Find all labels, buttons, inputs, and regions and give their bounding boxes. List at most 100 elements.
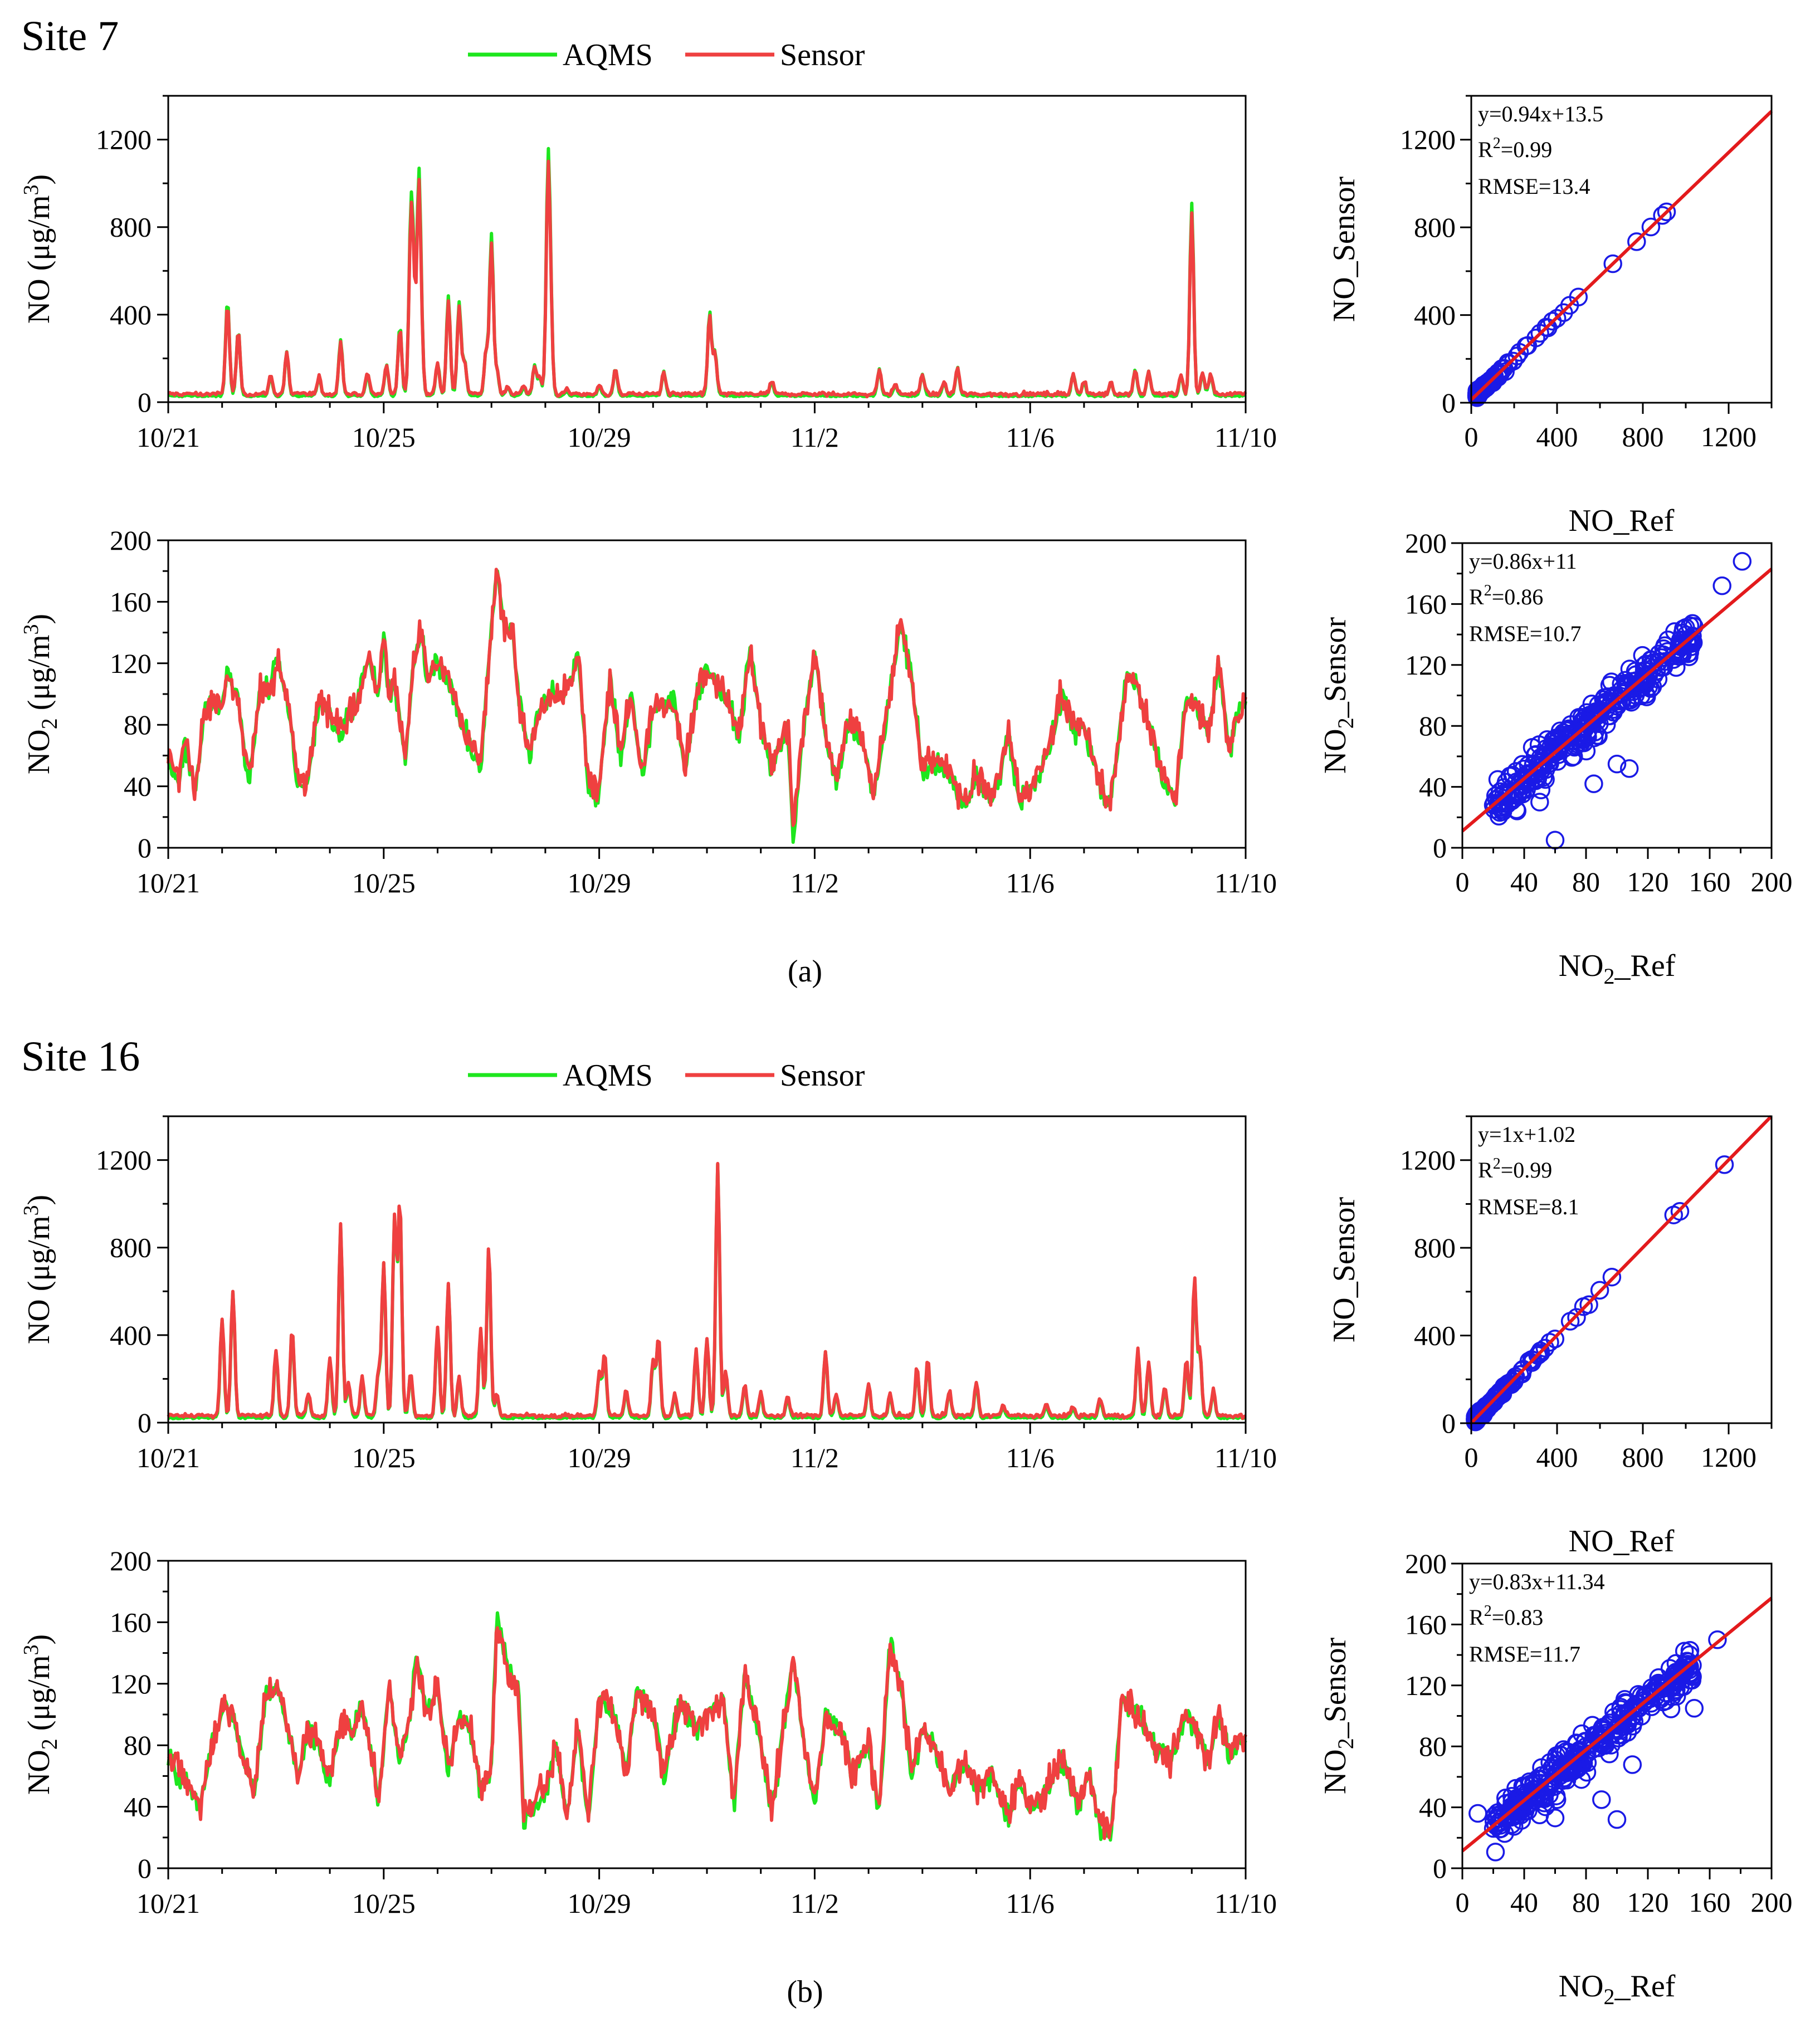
- no2-scatter-point: [1529, 735, 1549, 754]
- no-timeseries-ylabel: NO (μg/m3): [19, 1195, 56, 1344]
- no2-scatter-ytick-label: 120: [1405, 1670, 1447, 1701]
- no2-timeseries-ytick-label: 40: [124, 771, 152, 802]
- no2-timeseries-ytick-label: 0: [138, 832, 152, 863]
- no2-scatter-ytick-label: 0: [1433, 1853, 1447, 1884]
- no2-timeseries-ytick-label: 40: [124, 1791, 152, 1823]
- no-scatter-point: [1510, 1365, 1529, 1384]
- no-timeseries-ytick-label: 1200: [96, 1145, 152, 1176]
- no-scatter-point: [1569, 287, 1588, 307]
- no2-timeseries-xtick-label: 11/10: [1214, 867, 1277, 898]
- no2-scatter-ytick-label: 0: [1433, 832, 1447, 863]
- no-scatter-point: [1484, 1389, 1504, 1408]
- no2-scatter-point: [1504, 1817, 1524, 1836]
- no2-timeseries-xtick-label: 10/21: [136, 867, 200, 898]
- no2-scatter-xtick-label: 0: [1456, 1887, 1470, 1918]
- no2-scatter-point: [1580, 714, 1599, 734]
- no2-scatter-point: [1523, 1788, 1542, 1808]
- no2-scatter-xtick-label: 80: [1572, 866, 1600, 897]
- no2-timeseries-xtick-label: 11/10: [1214, 1888, 1277, 1919]
- no-timeseries-sensor-line: [167, 1161, 1246, 1420]
- no2-scatter-point: [1495, 1824, 1514, 1843]
- no2-scatter-point: [1538, 752, 1557, 771]
- no2-scatter-point: [1609, 691, 1628, 711]
- no-scatter-ytick-label: 400: [1414, 300, 1456, 331]
- no-scatter-point: [1545, 1330, 1565, 1349]
- no-scatter-point: [1518, 336, 1538, 355]
- no2-timeseries-xtick-label: 11/6: [1006, 1888, 1055, 1919]
- no2-scatter-point: [1604, 1702, 1623, 1722]
- no2-scatter-point: [1511, 1805, 1530, 1825]
- no-scatter-point: [1485, 368, 1504, 388]
- no-scatter-ytick-label: 0: [1442, 1408, 1456, 1439]
- no2-scatter-r2: R2=0.86: [1469, 582, 1543, 609]
- no2-scatter-point: [1626, 662, 1645, 681]
- no-scatter-xtick-label: 800: [1622, 421, 1664, 452]
- no2-scatter-point: [1712, 576, 1731, 595]
- no-scatter-point: [1490, 1384, 1509, 1404]
- no-timeseries-ytick-label: 1200: [96, 124, 152, 155]
- no-scatter-ytick-label: 1200: [1400, 124, 1456, 155]
- no2-scatter-rmse: RMSE=11.7: [1469, 1642, 1580, 1667]
- no-timeseries-xtick-label: 10/21: [136, 422, 200, 453]
- no2-scatter-point: [1642, 651, 1661, 670]
- no2-scatter-point: [1544, 1756, 1563, 1775]
- no2-scatter-point: [1679, 1655, 1697, 1674]
- no2-timeseries-xtick-label: 10/25: [352, 867, 416, 898]
- no-timeseries-xtick-label: 11/10: [1214, 1442, 1277, 1473]
- no-scatter-ytick-label: 0: [1442, 387, 1456, 418]
- legend: AQMS Sensor: [468, 38, 865, 72]
- no2-timeseries-ytick-label: 80: [124, 709, 152, 740]
- sub-label: (b): [787, 1975, 823, 2009]
- no2-scatter-point: [1584, 728, 1604, 748]
- no-scatter-r2: R2=0.99: [1478, 1155, 1552, 1183]
- no2-scatter-ytick-label: 80: [1419, 1731, 1447, 1762]
- no2-scatter-point: [1485, 794, 1504, 813]
- no2-scatter-point: [1550, 721, 1570, 740]
- no-scatter-r2: R2=0.99: [1478, 135, 1552, 162]
- no2-timeseries-sensor-line: [167, 1626, 1247, 1840]
- no-scatter-rmse: RMSE=8.1: [1478, 1194, 1579, 1219]
- no2-scatter-point: [1592, 1790, 1611, 1809]
- no-timeseries-ytick-label: 400: [110, 1320, 152, 1351]
- no-scatter-ytick-label: 400: [1414, 1320, 1456, 1351]
- no2-scatter-ytick-label: 200: [1405, 1548, 1447, 1579]
- no2-scatter-ytick-label: 160: [1405, 588, 1447, 619]
- no-scatter-xtick-label: 0: [1465, 421, 1479, 452]
- no2-scatter-point: [1488, 770, 1507, 789]
- no-scatter-point: [1579, 1295, 1598, 1314]
- no2-scatter-point: [1600, 1745, 1619, 1764]
- no-scatter-point: [1590, 1281, 1609, 1300]
- no-scatter-ylabel: NO_Sensor: [1327, 1196, 1362, 1342]
- no2-timeseries-ytick-label: 200: [110, 525, 152, 556]
- no2-scatter-point: [1484, 1811, 1504, 1831]
- no2-scatter-point: [1636, 1687, 1656, 1706]
- no2-scatter-point: [1524, 1782, 1543, 1801]
- no2-scatter-point: [1530, 793, 1549, 812]
- no2-scatter-point: [1619, 759, 1639, 778]
- no-scatter-point: [1602, 1267, 1622, 1287]
- no-scatter-equation: y=0.94x+13.5: [1478, 101, 1603, 126]
- no2-scatter-point: [1525, 1784, 1545, 1803]
- no2-scatter-point: [1623, 1698, 1643, 1717]
- no-scatter-ytick-label: 800: [1414, 1232, 1456, 1263]
- no2-scatter-ytick-label: 160: [1405, 1609, 1447, 1640]
- no-scatter-point: [1653, 206, 1672, 225]
- no2-scatter-point: [1530, 1805, 1549, 1825]
- no2-scatter-point: [1486, 1843, 1505, 1862]
- no-timeseries-xtick-label: 10/21: [136, 1442, 200, 1473]
- no2-scatter-point: [1568, 1745, 1587, 1764]
- no-timeseries-xtick-label: 11/6: [1006, 1442, 1055, 1473]
- no-scatter-point: [1670, 1201, 1690, 1221]
- no2-scatter-point: [1708, 1630, 1727, 1649]
- no2-scatter-point: [1492, 793, 1511, 812]
- no-scatter-point: [1468, 382, 1488, 402]
- no2-scatter-ytick-label: 40: [1419, 1792, 1447, 1823]
- no2-scatter-point: [1546, 1764, 1565, 1784]
- legend-sensor-label: Sensor: [780, 38, 865, 72]
- no-timeseries-ytick-label: 800: [110, 1232, 152, 1263]
- no2-scatter-point: [1541, 749, 1560, 768]
- no2-scatter-point: [1683, 614, 1702, 633]
